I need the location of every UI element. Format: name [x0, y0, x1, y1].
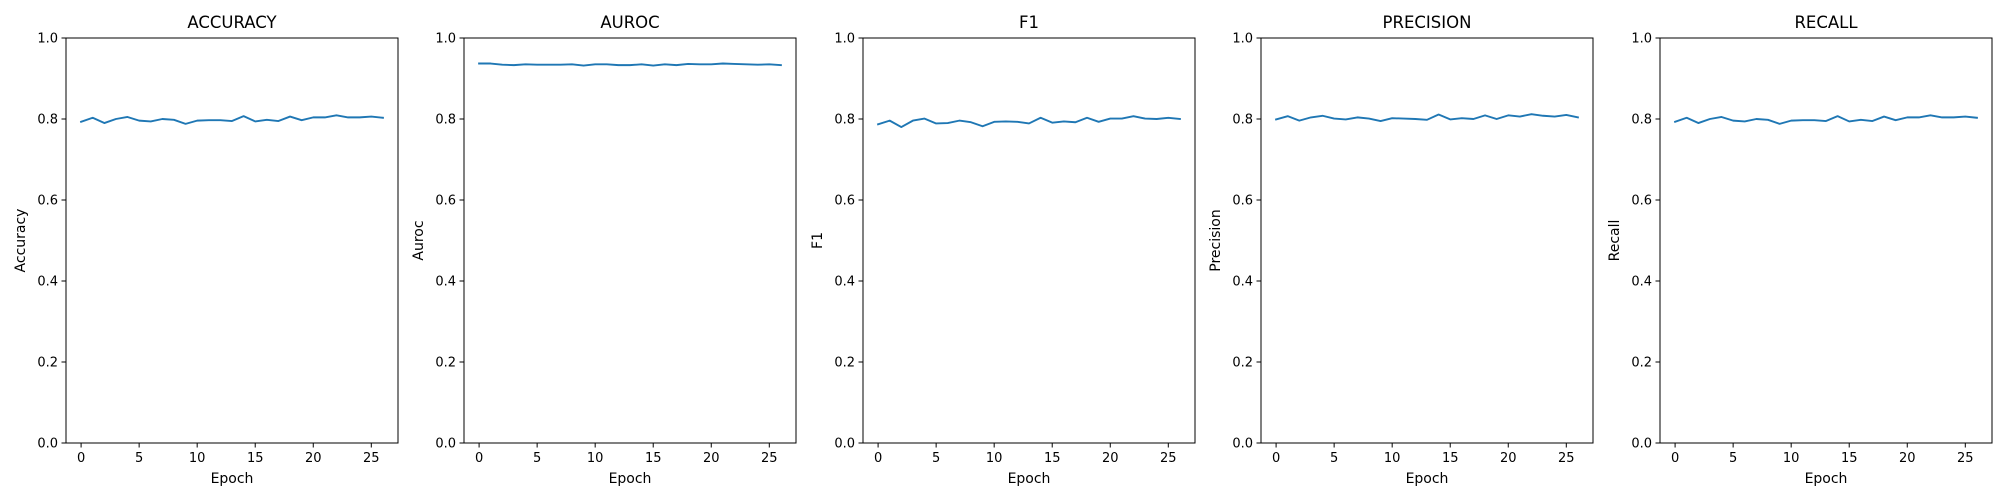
plot-title: ACCURACY [187, 13, 277, 32]
x-tick-label: 25 [1160, 451, 1177, 466]
y-tick-label: 1.0 [834, 32, 855, 47]
x-tick-label: 25 [1957, 451, 1974, 466]
x-tick-label: 0 [475, 451, 483, 466]
y-tick-label: 0.0 [37, 437, 58, 452]
plot-area [863, 38, 1195, 443]
plot-title: AUROC [600, 13, 659, 32]
x-tick-label: 20 [703, 451, 720, 466]
y-tick-label: 0.2 [1232, 356, 1253, 371]
plot-title: F1 [1019, 13, 1039, 32]
x-tick-label: 10 [1783, 451, 1800, 466]
y-tick-label: 0.2 [37, 356, 58, 371]
x-tick-label: 10 [587, 451, 604, 466]
y-tick-label: 0.0 [1631, 437, 1652, 452]
y-tick-label: 0.8 [1232, 113, 1253, 128]
series-line [79, 114, 384, 125]
y-axis-label: F1 [810, 232, 826, 249]
plot-frame [1659, 37, 1993, 444]
y-tick-label: 0.2 [1631, 356, 1652, 371]
y-tick-label: 0.4 [1631, 275, 1652, 290]
y-tick-label: 0.8 [37, 113, 58, 128]
y-tick-label: 0.4 [834, 275, 855, 290]
series-line [1274, 113, 1580, 122]
x-tick-label: 20 [1500, 451, 1517, 466]
y-tick-label: 0.8 [1631, 113, 1652, 128]
y-tick-label: 1.0 [1631, 32, 1652, 47]
y-tick-label: 0.6 [834, 194, 855, 209]
y-tick-label: 0.6 [37, 194, 58, 209]
plot-title: RECALL [1794, 13, 1858, 32]
y-tick-label: 0.4 [435, 275, 456, 290]
x-tick-label: 0 [1671, 451, 1679, 466]
x-tick-label: 10 [189, 451, 206, 466]
series-line [478, 62, 782, 67]
y-tick-label: 0.6 [435, 194, 456, 209]
series-line [876, 115, 1181, 129]
x-tick-label: 5 [932, 451, 940, 466]
x-tick-label: 25 [761, 451, 778, 466]
x-tick-label: 15 [1442, 451, 1459, 466]
y-tick-label: 0.0 [834, 437, 855, 452]
subplot-auroc: 0 5 10 15 20 25 0.0 0.2 0.4 0.6 0.8 1.0 AUROC Epoch Au… [411, 13, 797, 487]
y-tick-label: 0.0 [1232, 437, 1253, 452]
x-tick-label: 25 [1558, 451, 1575, 466]
x-tick-label: 5 [135, 451, 143, 466]
subplot-f1: 0 5 10 15 20 25 0.0 0.2 0.4 0.6 0.8 1.0 F1 Epoch F1 [810, 13, 1196, 487]
x-tick-label: 10 [1384, 451, 1401, 466]
y-tick-label: 0.2 [435, 356, 456, 371]
y-tick-label: 0.4 [37, 275, 58, 290]
y-tick-label: 0.8 [834, 113, 855, 128]
y-axis-label: Recall [1607, 220, 1623, 262]
x-tick-label: 15 [1044, 451, 1061, 466]
y-tick-label: 0.6 [1232, 194, 1253, 209]
x-tick-label: 25 [363, 451, 380, 466]
subplot-precision: 0 5 10 15 20 25 0.0 0.2 0.4 0.6 0.8 1.0 PRECISION Epo… [1208, 13, 1594, 487]
y-tick-label: 0.6 [1631, 194, 1652, 209]
plot-area [1660, 38, 1992, 443]
plot-title: PRECISION [1383, 13, 1472, 32]
plot-area [1261, 38, 1593, 443]
x-axis-label: Epoch [211, 471, 254, 487]
y-axis-label: Precision [1208, 209, 1224, 271]
x-tick-label: 0 [874, 451, 882, 466]
x-tick-label: 15 [1841, 451, 1858, 466]
x-tick-label: 0 [1272, 451, 1280, 466]
x-tick-label: 5 [1729, 451, 1737, 466]
plot-frame [65, 37, 399, 444]
subplot-accuracy: 0 5 10 15 20 25 0.0 0.2 0.4 0.6 0.8 1.0 ACCURACY Epoc… [13, 13, 399, 487]
y-tick-label: 0.2 [834, 356, 855, 371]
x-tick-label: 0 [77, 451, 85, 466]
y-axis-label: Auroc [411, 220, 427, 260]
y-axis-label: Accuracy [13, 209, 29, 273]
plot-frame [1260, 37, 1594, 444]
plot-frame [463, 37, 797, 444]
y-tick-label: 0.4 [1232, 275, 1253, 290]
x-axis-label: Epoch [609, 471, 652, 487]
x-tick-label: 20 [305, 451, 322, 466]
plot-frame [862, 37, 1196, 444]
series-line [1673, 114, 1978, 125]
x-axis-label: Epoch [1008, 471, 1051, 487]
x-tick-label: 10 [986, 451, 1003, 466]
x-tick-label: 20 [1102, 451, 1119, 466]
x-tick-label: 20 [1899, 451, 1916, 466]
plot-area [66, 38, 398, 443]
y-tick-label: 0.8 [435, 113, 456, 128]
x-axis-label: Epoch [1805, 471, 1848, 487]
y-tick-label: 0.0 [435, 437, 456, 452]
x-tick-label: 15 [247, 451, 264, 466]
x-tick-label: 5 [1330, 451, 1338, 466]
plot-area [464, 38, 796, 443]
x-tick-label: 5 [533, 451, 541, 466]
x-axis-label: Epoch [1406, 471, 1449, 487]
y-tick-label: 1.0 [1232, 32, 1253, 47]
x-tick-label: 15 [645, 451, 662, 466]
subplot-recall: 0 5 10 15 20 25 0.0 0.2 0.4 0.6 0.8 1.0 RECALL Epoch R… [1607, 13, 1993, 487]
y-tick-label: 1.0 [435, 32, 456, 47]
y-tick-label: 1.0 [37, 32, 58, 47]
